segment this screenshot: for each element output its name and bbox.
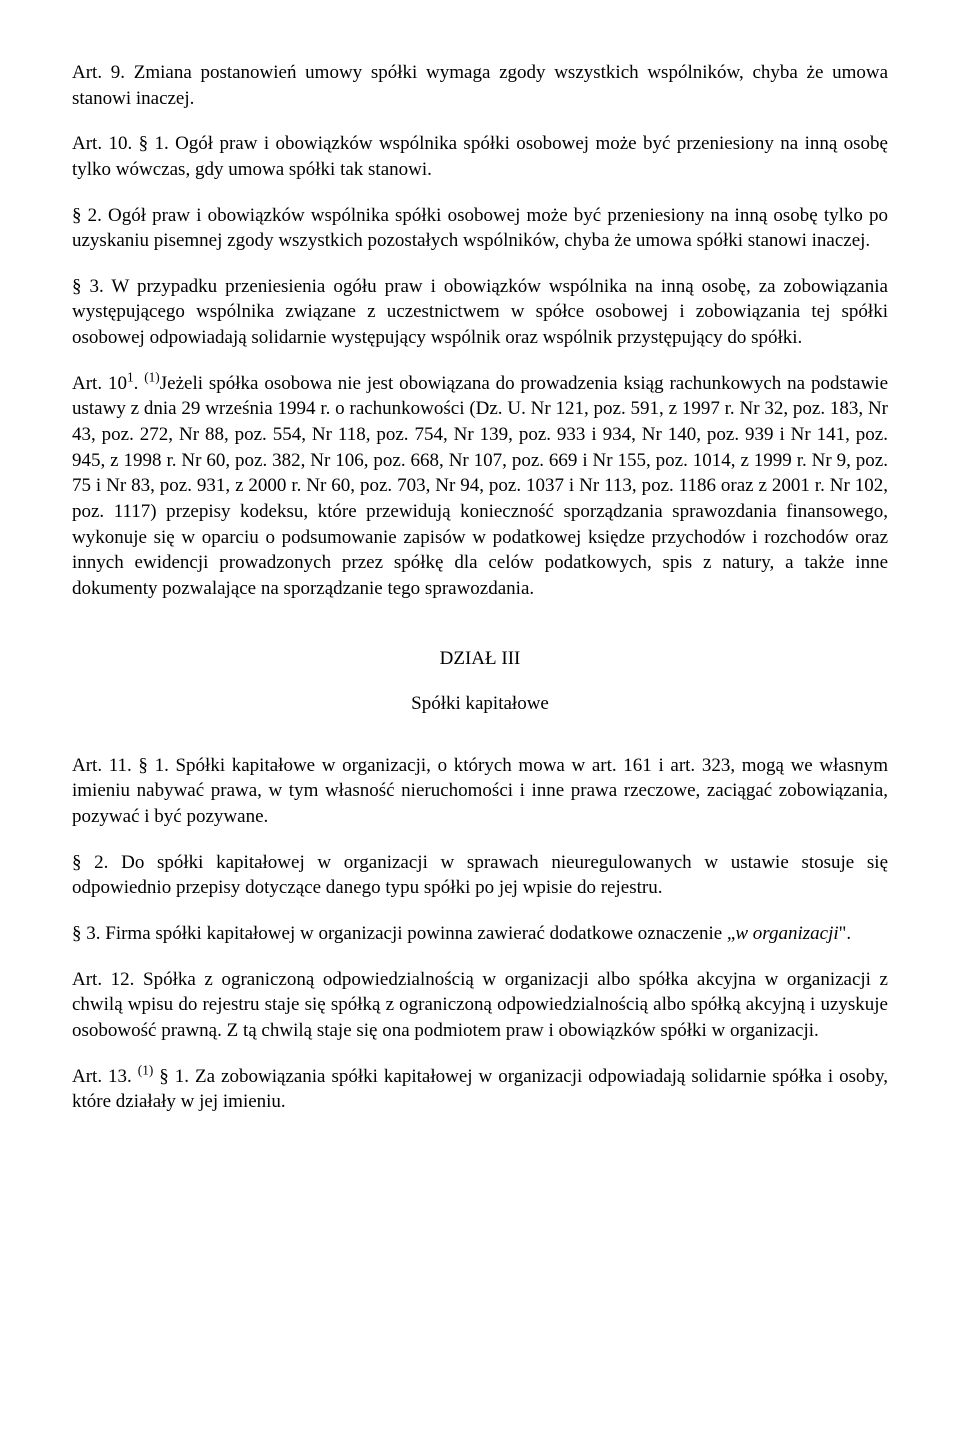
article-10-1: Art. 101. (1)Jeżeli spółka osobowa nie j…	[72, 371, 888, 602]
text-before: § 3. Firma spółki kapitałowej w organiza…	[72, 923, 735, 944]
art-label: Art. 13.	[72, 1066, 138, 1087]
article-10-s3: § 3. W przypadku przeniesienia ogółu pra…	[72, 274, 888, 351]
footnote-ref: (1)	[138, 1062, 154, 1077]
art-dot: .	[134, 373, 145, 394]
italic-term: w organizacji	[735, 923, 838, 944]
article-11-s1: Art. 11. § 1. Spółki kapitałowe w organi…	[72, 753, 888, 830]
art-label: Art. 10	[72, 373, 127, 394]
section-heading: DZIAŁ III	[72, 646, 888, 672]
article-13-s1: Art. 13. (1) § 1. Za zobowiązania spółki…	[72, 1064, 888, 1115]
text-after: ".	[839, 923, 852, 944]
article-12: Art. 12. Spółka z ograniczoną odpowiedzi…	[72, 967, 888, 1044]
footnote-ref: (1)	[144, 369, 160, 384]
art-body: § 1. Za zobowiązania spółki kapitałowej …	[72, 1066, 888, 1113]
article-11-s2: § 2. Do spółki kapitałowej w organizacji…	[72, 850, 888, 901]
art-body: Jeżeli spółka osobowa nie jest obowiązan…	[72, 373, 888, 599]
article-10-s2: § 2. Ogół praw i obowiązków wspólnika sp…	[72, 203, 888, 254]
section-subheading: Spółki kapitałowe	[72, 691, 888, 717]
article-10-s1: Art. 10. § 1. Ogół praw i obowiązków wsp…	[72, 131, 888, 182]
article-9: Art. 9. Zmiana postanowień umowy spółki …	[72, 60, 888, 111]
art-sup: 1	[127, 369, 134, 384]
article-11-s3: § 3. Firma spółki kapitałowej w organiza…	[72, 921, 888, 947]
